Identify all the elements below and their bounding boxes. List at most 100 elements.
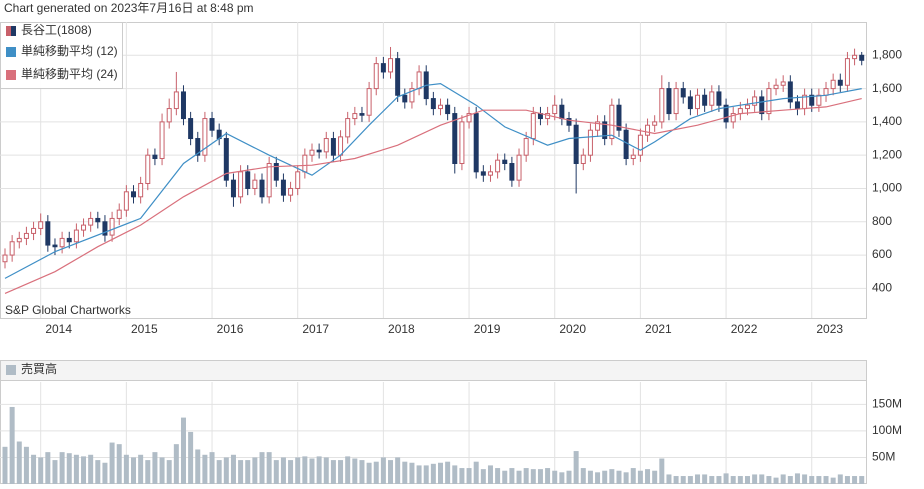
x-tick-label: 2017: [302, 322, 329, 336]
volume-bar: [802, 474, 808, 484]
candle-body: [59, 237, 65, 248]
volume-bar: [352, 458, 358, 484]
volume-bar: [859, 476, 865, 484]
candle-body: [723, 104, 729, 123]
candle-body: [623, 129, 629, 160]
volume-bar: [31, 454, 37, 484]
candle-body: [516, 154, 522, 181]
candle-body: [402, 94, 408, 103]
candle-body: [837, 79, 843, 86]
volume-bar: [316, 456, 322, 484]
candle-body: [445, 104, 451, 115]
candle-body: [309, 149, 315, 156]
candle-body: [652, 121, 658, 126]
volume-bar: [323, 457, 329, 484]
volume-bar: [188, 431, 194, 484]
candle-body: [823, 88, 829, 96]
volume-bar: [202, 454, 208, 484]
volume-bar: [730, 476, 736, 484]
legend-swatch: [6, 47, 16, 57]
candle-body: [859, 54, 865, 61]
volume-bar: [566, 470, 572, 484]
x-tick-label: 2022: [731, 322, 758, 336]
candle-body: [473, 113, 479, 173]
volume-bar: [131, 457, 137, 484]
candle-body: [637, 134, 643, 156]
legend-label: 長谷工(1808): [21, 23, 92, 37]
volume-bar: [516, 470, 522, 484]
volume-bar: [88, 454, 94, 484]
volume-bar: [573, 451, 579, 484]
candle-body: [780, 81, 786, 86]
candle-body: [266, 163, 272, 198]
candle-body: [816, 94, 822, 106]
candle-body: [702, 94, 708, 106]
candle-body: [509, 163, 515, 181]
candle-body: [31, 227, 37, 234]
volume-bar: [223, 457, 229, 484]
candle-body: [487, 171, 493, 176]
volume-bar: [166, 460, 172, 484]
volume-bar: [195, 449, 201, 484]
candle-body: [95, 217, 101, 223]
volume-bar: [587, 470, 593, 484]
volume-bar: [816, 476, 822, 484]
x-tick-label: 2021: [645, 322, 672, 336]
candle-body: [744, 104, 750, 110]
volume-bar: [180, 417, 186, 484]
candle-body: [102, 221, 108, 236]
volume-bar: [637, 470, 643, 484]
candle-body: [666, 88, 672, 115]
volume-bar: [238, 460, 244, 484]
legend: [0, 22, 123, 89]
candle-body: [359, 113, 365, 116]
volume-bar: [530, 469, 536, 484]
candle-body: [16, 237, 22, 243]
volume-bar: [580, 468, 586, 484]
volume-bar: [273, 460, 279, 484]
volume-bar: [423, 465, 429, 484]
volume-bar: [780, 474, 786, 484]
volume-bar: [545, 468, 551, 484]
volume-bar: [138, 454, 144, 484]
candle-body: [138, 182, 144, 198]
candle-body: [773, 84, 779, 90]
volume-bar: [609, 469, 615, 484]
volume-bar: [623, 472, 629, 484]
volume-bar: [102, 462, 108, 484]
candle-body: [252, 179, 258, 189]
candle-body: [466, 113, 472, 123]
candle-body: [566, 118, 572, 126]
candle-body: [345, 118, 351, 138]
volume-bar: [145, 460, 151, 484]
candle-body: [288, 187, 294, 196]
legend-label: 単純移動平均 (24): [21, 67, 118, 81]
volume-bar: [659, 458, 665, 484]
candle-body: [552, 104, 558, 115]
volume-bar: [437, 462, 443, 484]
volume-bar: [616, 470, 622, 484]
candle-body: [659, 88, 665, 123]
candle-body: [609, 104, 615, 140]
volume-bar: [366, 462, 372, 484]
volume-bar: [59, 452, 65, 484]
candle-body: [430, 98, 436, 110]
candle-body: [587, 129, 593, 156]
volume-bar: [116, 444, 122, 484]
volume-bar: [759, 474, 765, 484]
volume-bar: [480, 469, 486, 484]
candle-body: [302, 154, 308, 173]
volume-bar: [680, 476, 686, 484]
candle-body: [330, 138, 336, 156]
candle-body: [495, 159, 501, 173]
volume-bar: [230, 454, 236, 484]
volume-bar: [645, 469, 651, 484]
volume-bar: [402, 461, 408, 484]
candle-body: [81, 224, 87, 231]
volume-bar: [388, 460, 394, 484]
volume-bar: [830, 477, 836, 484]
volume-bar: [537, 469, 543, 484]
volume-bar: [687, 476, 693, 484]
y-tick-label: 800: [872, 214, 892, 228]
candle-body: [809, 94, 815, 106]
